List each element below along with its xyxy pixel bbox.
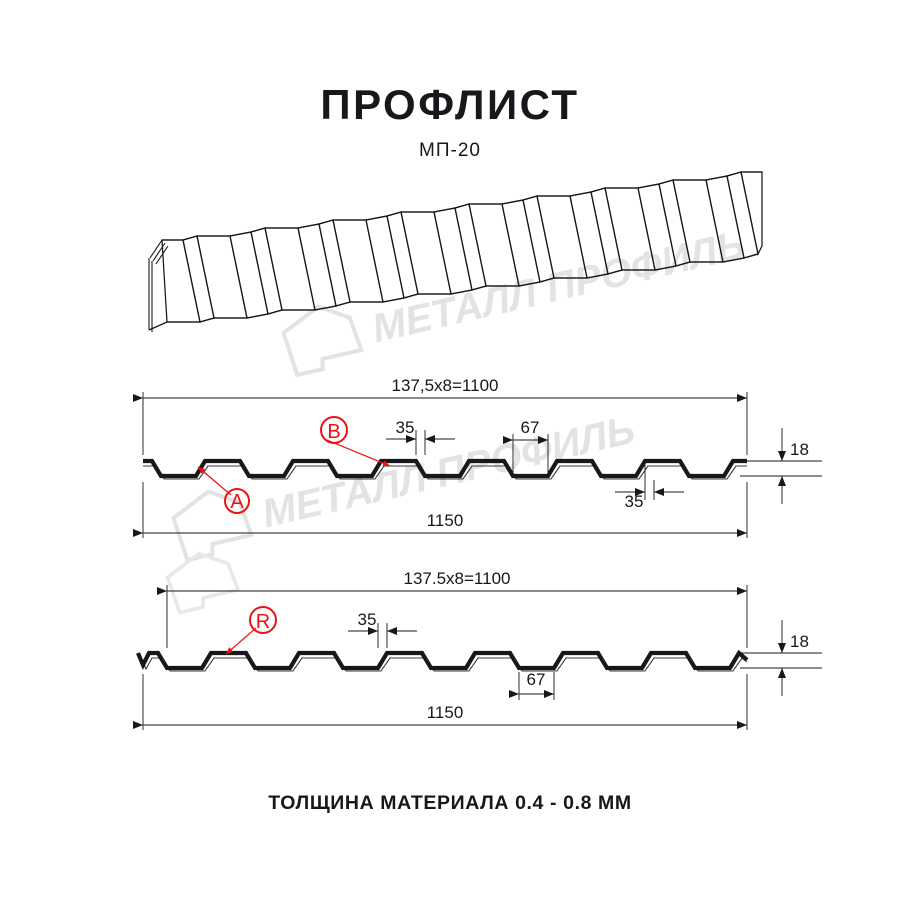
title-block: ПРОФЛИСТ МП-20 bbox=[0, 84, 900, 162]
watermark-logo-icon bbox=[281, 304, 364, 378]
dim-top-flat-front-label: 35 bbox=[396, 418, 415, 437]
profile-outline-front bbox=[143, 458, 747, 479]
dim-width-rear-label: 1150 bbox=[427, 703, 464, 722]
dim-width-front-label: 1150 bbox=[427, 511, 464, 530]
dim-bottom-flat-front: 67 bbox=[503, 418, 548, 444]
product-code: МП-20 bbox=[419, 140, 481, 161]
dim-width-front: 1150 bbox=[133, 511, 747, 537]
dim-top-flat-front: 35 bbox=[386, 418, 455, 443]
dim-height-rear-label: 18 bbox=[790, 632, 809, 651]
watermark-upper: МЕТАЛЛ ПРОФИЛЬ bbox=[281, 223, 749, 378]
material-thickness-note: ТОЛЩИНА МАТЕРИАЛА 0.4 - 0.8 ММ bbox=[268, 792, 632, 814]
cross-section-front: 137,5x8=1100 1150 35 67 35 bbox=[133, 376, 822, 538]
dim-height-rear: 18 bbox=[778, 620, 809, 696]
dim-height-front-label: 18 bbox=[790, 440, 809, 459]
dim-bottom-flat-front-label: 67 bbox=[521, 418, 540, 437]
callout-a-circle bbox=[224, 488, 250, 514]
page-title: ПРОФЛИСТ bbox=[320, 81, 580, 128]
dim-top-flat-rear-label: 35 bbox=[358, 610, 377, 629]
isometric-profile-view bbox=[148, 171, 763, 332]
callout-b-circle bbox=[320, 416, 348, 444]
callout-a-label: A bbox=[230, 491, 244, 513]
profile-underside-front bbox=[143, 465, 747, 480]
dim-module-rear-label: 137.5x8=1100 bbox=[404, 569, 511, 588]
dim-bottom-flat-rear-label: 67 bbox=[527, 670, 546, 689]
dim-lower-flat-front-label: 35 bbox=[625, 492, 644, 511]
callout-b-label: B bbox=[327, 421, 340, 443]
profile-outline-rear bbox=[136, 649, 749, 671]
dim-lower-flat-front: 35 bbox=[615, 488, 684, 511]
callout-b: B bbox=[320, 416, 391, 467]
dim-bottom-flat-rear: 67 bbox=[509, 670, 554, 698]
callout-r-label: R bbox=[256, 611, 270, 633]
watermark-label: МЕТАЛЛ ПРОФИЛЬ bbox=[368, 223, 749, 352]
callout-a: A bbox=[197, 466, 250, 514]
callout-r: R bbox=[225, 606, 277, 655]
dim-module-front-label: 137,5x8=1100 bbox=[392, 376, 499, 395]
profile-underside-rear bbox=[140, 657, 748, 672]
callout-r-circle bbox=[249, 606, 277, 634]
dim-top-flat-rear: 35 bbox=[348, 610, 417, 635]
dim-module-rear: 137.5x8=1100 bbox=[157, 569, 747, 595]
cross-section-rear: 137.5x8=1100 1150 35 67 18 bbox=[133, 569, 822, 730]
dim-module-front: 137,5x8=1100 bbox=[133, 376, 747, 402]
dim-height-front: 18 bbox=[778, 428, 809, 504]
dim-width-rear: 1150 bbox=[133, 703, 747, 729]
